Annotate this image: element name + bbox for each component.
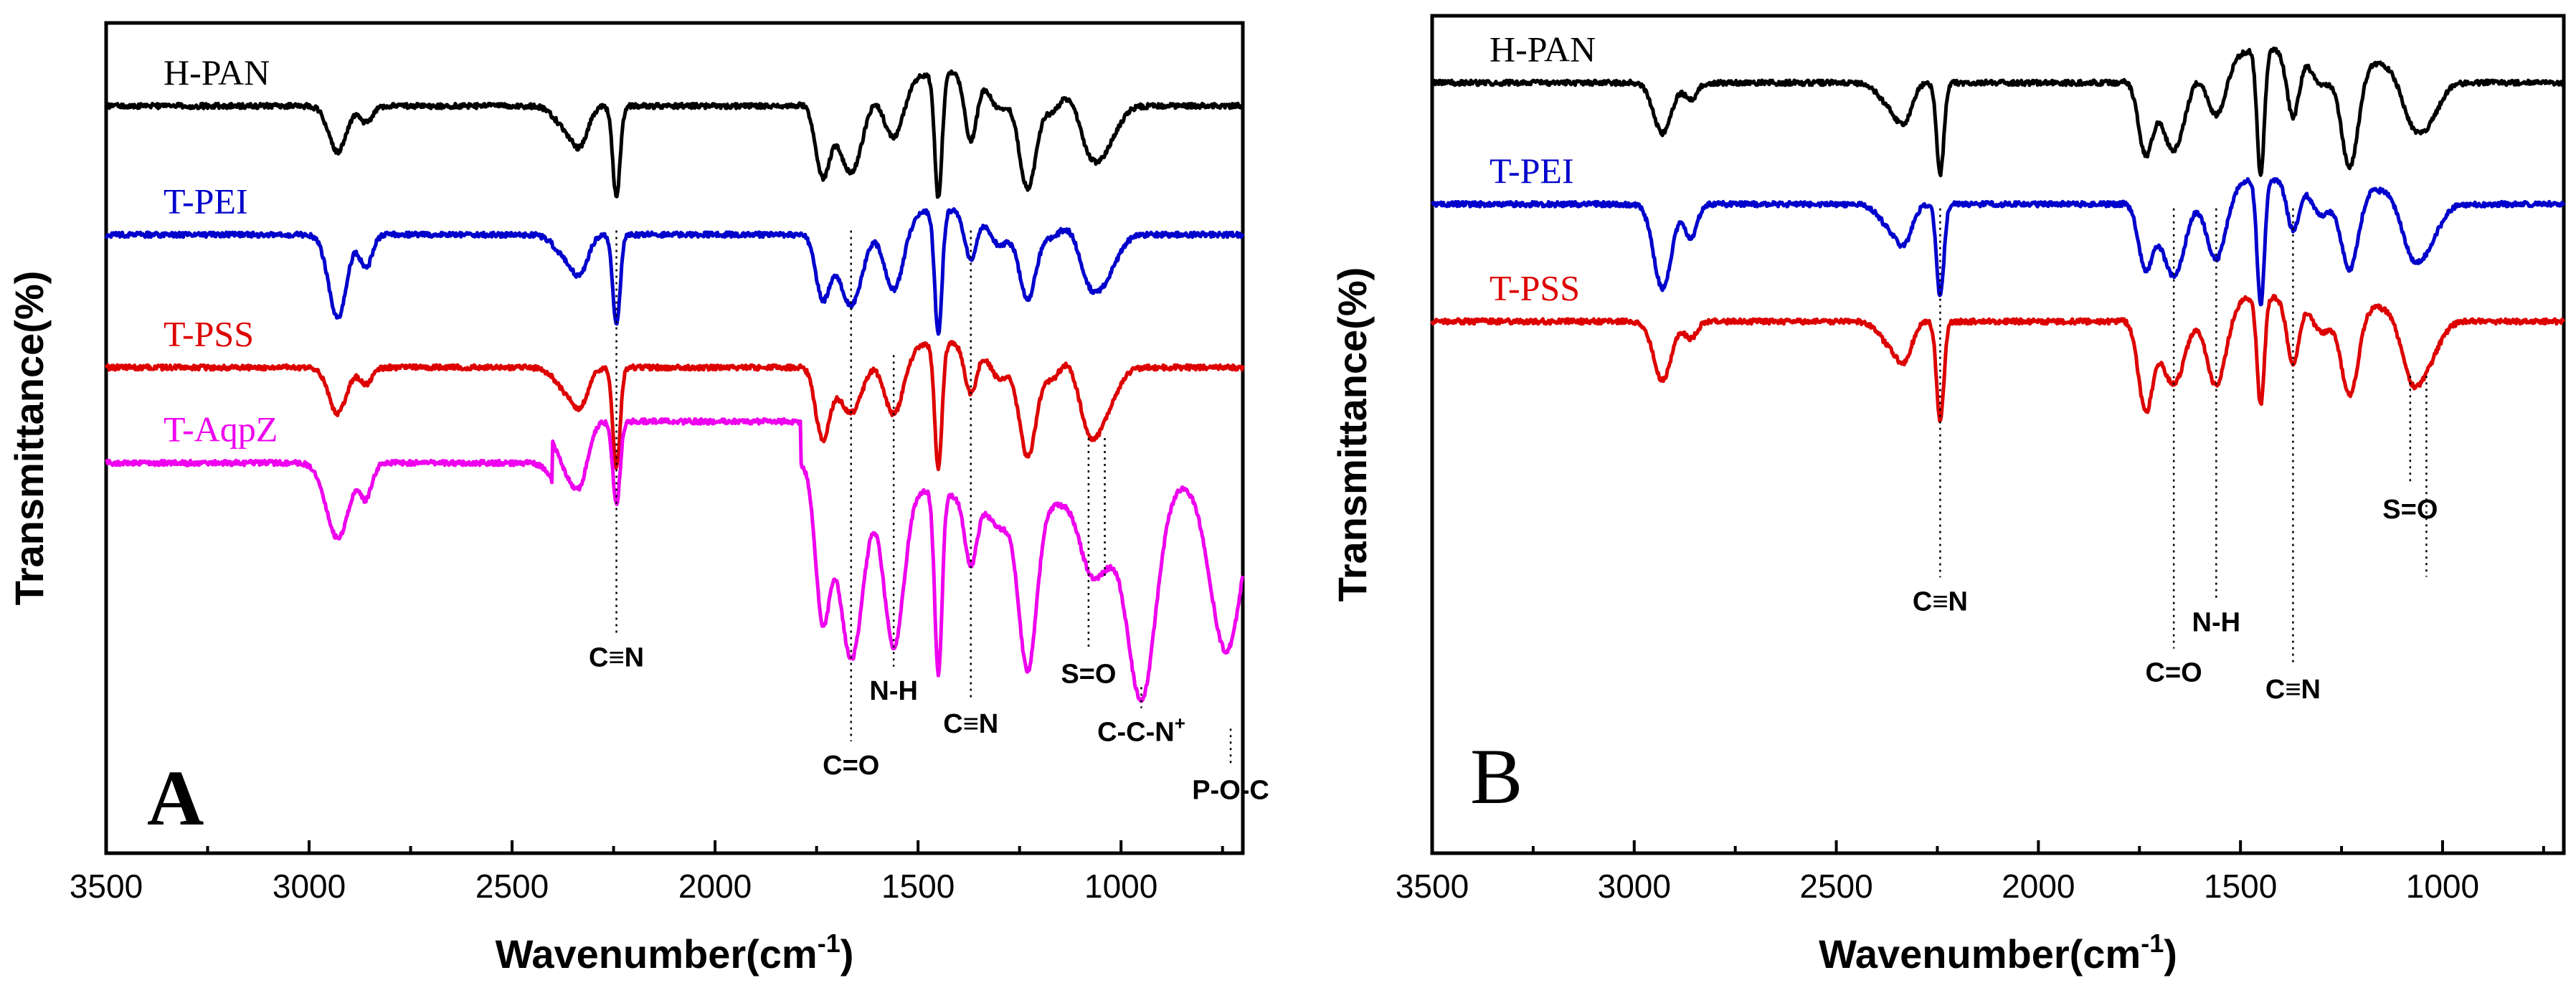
x-tick-label: 1500 bbox=[2204, 868, 2277, 905]
chart-panel-a: 3500 3000 2500 2000 1500 1000 Wavenumber(cm-1)… bbox=[6, 21, 1269, 977]
series-line-t-pss bbox=[1430, 293, 2566, 423]
y-axis-title: Transmittance(%) bbox=[6, 271, 52, 606]
annotation-label: C≡N bbox=[589, 642, 644, 673]
x-tick-label: 2500 bbox=[475, 868, 549, 905]
series-label-h-pan: H-PAN bbox=[164, 52, 270, 92]
x-tick-label: 2000 bbox=[2002, 868, 2075, 905]
x-tick-label: 2500 bbox=[1799, 868, 1872, 905]
series-label-t-pei: T-PEI bbox=[1490, 151, 1574, 191]
x-tick-label: 3000 bbox=[273, 868, 346, 905]
series-label-t-pss: T-PSS bbox=[1490, 267, 1580, 308]
annotation-label: N-H bbox=[2192, 607, 2241, 637]
annotation-label: C=O bbox=[823, 751, 879, 781]
chart-panel-b: 3500 3000 2500 2000 1500 1000 Wavenumber(cm-1)… bbox=[1330, 14, 2566, 977]
series-line-t-aqpz bbox=[105, 417, 1245, 703]
x-tick-label: 3500 bbox=[70, 868, 143, 905]
x-tick-label: 1000 bbox=[2406, 868, 2479, 905]
annotation-label: C-C-N+ bbox=[1097, 713, 1185, 748]
annotation-label: S=O bbox=[2382, 495, 2438, 525]
plot-frame bbox=[104, 21, 1245, 855]
series-line-t-pss bbox=[104, 340, 1245, 472]
annotation-label: S=O bbox=[1061, 660, 1116, 690]
panel-letter: A bbox=[147, 754, 204, 842]
series-line-h-pan bbox=[104, 69, 1245, 199]
annotation-label: C≡N bbox=[1913, 586, 1968, 617]
series-line-t-pei bbox=[104, 207, 1245, 336]
series-label-h-pan: H-PAN bbox=[1490, 29, 1596, 69]
series-line-h-pan bbox=[1430, 46, 2566, 178]
series-label-t-aqpz: T-AqpZ bbox=[164, 409, 278, 450]
annotation-label: C≡N bbox=[2265, 675, 2321, 705]
x-tick-label: 3500 bbox=[1396, 868, 1469, 905]
x-axis-title: Wavenumber(cm-1) bbox=[496, 928, 854, 977]
y-axis-title: Transmittance(%) bbox=[1330, 267, 1375, 602]
x-tick-label: 1000 bbox=[1084, 868, 1157, 905]
x-tick-label: 2000 bbox=[678, 868, 752, 905]
panel-letter: B bbox=[1470, 733, 1523, 820]
annotation-label: C≡N bbox=[943, 709, 998, 739]
series-label-t-pei: T-PEI bbox=[164, 181, 248, 221]
x-tick-label: 3000 bbox=[1598, 868, 1671, 905]
annotation-label: N-H bbox=[869, 676, 918, 706]
x-axis-title: Wavenumber(cm-1) bbox=[1819, 928, 2177, 977]
annotation-label: P-O-C bbox=[1192, 776, 1269, 806]
series-label-t-pss: T-PSS bbox=[164, 314, 254, 354]
series-line-t-pei bbox=[1430, 177, 2566, 307]
plot-frame bbox=[1430, 14, 2566, 855]
annotation-label: C=O bbox=[2146, 658, 2202, 688]
x-tick-label: 1500 bbox=[881, 868, 955, 905]
